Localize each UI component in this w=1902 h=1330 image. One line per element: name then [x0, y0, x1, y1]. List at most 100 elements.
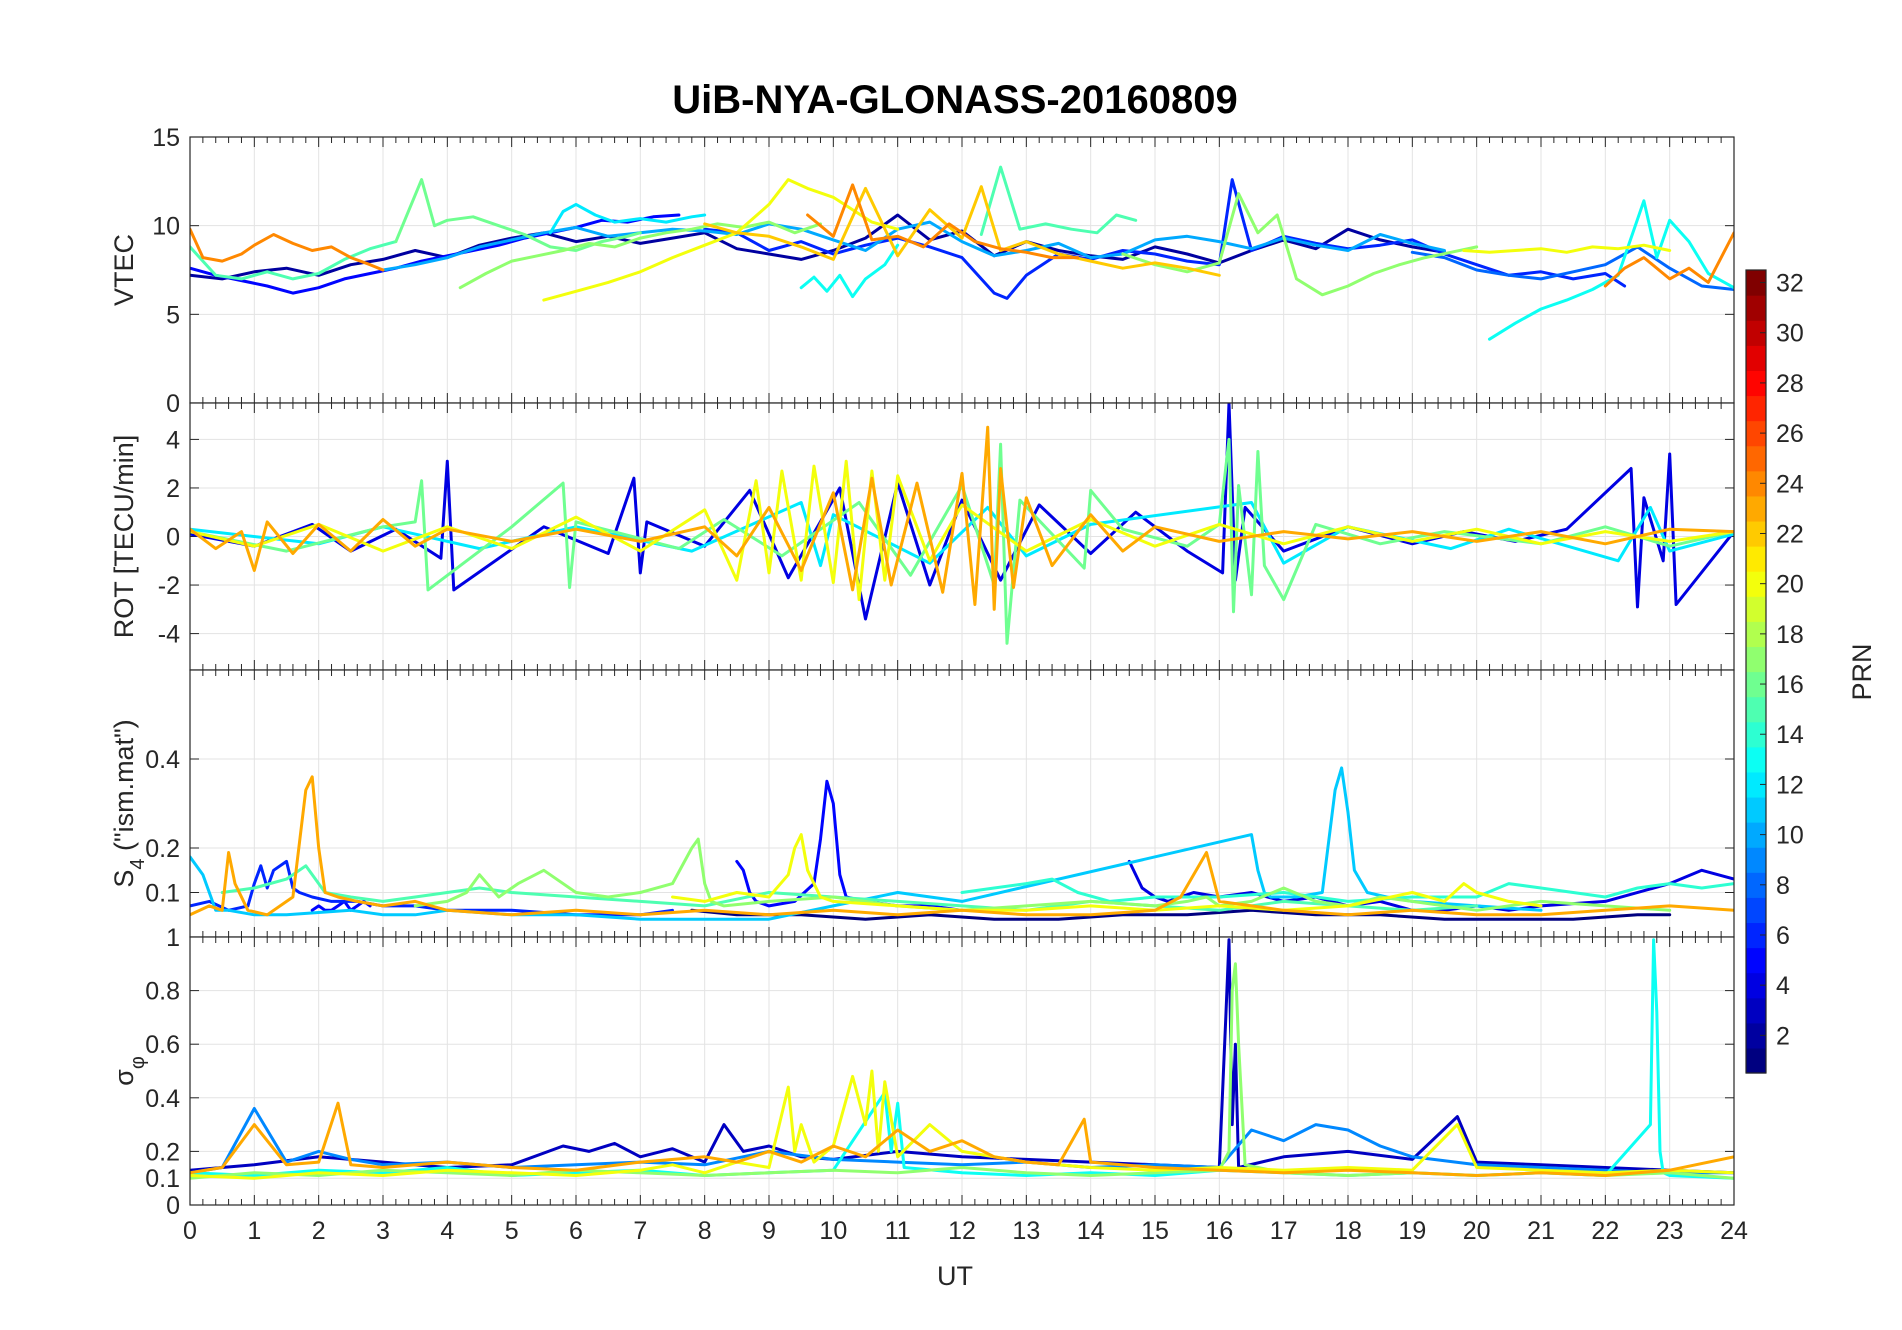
x-tick-label: 1 [247, 1217, 261, 1245]
series-line-prn-13 [799, 243, 900, 299]
series-line-prn-4 [190, 403, 1734, 621]
y-tick-label: 0.4 [145, 746, 180, 774]
series-line-prn-3 [190, 938, 1734, 1175]
y-axis-label: ROT [TECU/min] [109, 435, 139, 639]
colorbar-swatch [1746, 997, 1766, 1024]
series-line-prn-13 [1488, 199, 1734, 341]
series-group [190, 403, 1734, 645]
series-line-prn-22 [703, 185, 1221, 277]
colorbar-tick-label: 26 [1776, 420, 1804, 448]
y-tick-label: 0.6 [145, 1031, 180, 1059]
colorbar-tick-label: 28 [1776, 370, 1804, 398]
x-tick-label: 14 [1077, 1217, 1105, 1245]
series-line-prn-16 [394, 178, 642, 252]
colorbar-swatch [1746, 495, 1766, 522]
series-group [190, 938, 1734, 1180]
x-tick-label: 4 [440, 1217, 454, 1245]
y-tick-label: 0.8 [145, 978, 180, 1006]
y-tick-label: 0.2 [145, 835, 180, 863]
x-tick-label: 19 [1398, 1217, 1426, 1245]
y-tick-label: 0 [166, 1192, 180, 1220]
x-tick-label: 15 [1141, 1217, 1169, 1245]
series-line-prn-23 [190, 425, 1734, 611]
colorbar-swatch [1746, 922, 1766, 949]
colorbar-swatch [1746, 746, 1766, 773]
colorbar-swatch [1746, 420, 1766, 447]
y-tick-label: 0.4 [145, 1085, 180, 1113]
colorbar-swatch [1746, 295, 1766, 321]
y-tick-label: 15 [152, 124, 180, 152]
y-tick-label: 5 [166, 301, 180, 329]
colorbar-swatch [1746, 947, 1766, 974]
colorbar-swatch [1746, 1022, 1766, 1049]
x-tick-label: 0 [183, 1217, 197, 1245]
y-tick-label: -4 [158, 621, 180, 649]
x-tick-label: 16 [1205, 1217, 1233, 1245]
colorbar-tick-label: 20 [1776, 571, 1804, 599]
x-tick-label: 7 [633, 1217, 647, 1245]
colorbar-tick-label: 8 [1776, 872, 1790, 900]
x-tick-label: 24 [1720, 1217, 1748, 1245]
series-line-prn-5 [310, 899, 372, 912]
y-tick-label: -2 [158, 572, 180, 600]
x-tick-label: 13 [1012, 1217, 1040, 1245]
series-line-prn-16 [190, 437, 1734, 645]
y-tick-label: 0.1 [145, 1165, 180, 1193]
colorbar-tick-label: 24 [1776, 470, 1804, 498]
x-tick-label: 23 [1656, 1217, 1684, 1245]
colorbar-swatch [1746, 520, 1766, 547]
x-tick-label: 11 [885, 1217, 911, 1245]
y-axis-label: S4 ("ism.mat") [109, 719, 149, 887]
colorbar-tick-label: 14 [1776, 721, 1804, 749]
series-line-prn-1 [690, 908, 1672, 921]
colorbar-tick-label: 12 [1776, 771, 1804, 799]
series-line-prn-10 [381, 220, 1446, 272]
colorbar-swatch [1746, 445, 1766, 472]
colorbar-tick-label: 6 [1776, 922, 1790, 950]
x-tick-label: 3 [376, 1217, 390, 1245]
y-tick-label: 4 [166, 426, 180, 454]
panel-rot: -4 -2 0 2 4 ROT [TECU/min] [109, 402, 1735, 671]
y-axis-label: σφ [109, 1056, 149, 1086]
series-line-prn-12 [548, 202, 707, 235]
colorbar-tick-label: 32 [1776, 270, 1804, 298]
colorbar-swatch [1746, 872, 1766, 898]
x-tick-label: 6 [569, 1217, 583, 1245]
colorbar-swatch [1746, 646, 1766, 673]
colorbar-frame [1745, 269, 1767, 1074]
colorbar-label: PRN [1847, 643, 1877, 700]
y-axis-label-main: σ [109, 1069, 139, 1086]
series-line-prn-24 [190, 227, 385, 272]
colorbar-swatch [1746, 546, 1766, 572]
y-tick-label: 0.2 [145, 1138, 180, 1166]
series-line-prn-6 [190, 859, 674, 917]
colorbar-tick-label: 4 [1776, 972, 1790, 1000]
y-tick-label: 0 [166, 524, 180, 552]
series-line-prn-2 [190, 213, 1446, 281]
colorbar-tick-label: 2 [1776, 1022, 1790, 1050]
colorbar-swatch [1746, 320, 1766, 346]
series-line-prn-15 [190, 240, 398, 281]
y-tick-label: 0 [166, 390, 180, 418]
series-line-prn-24 [1603, 231, 1734, 288]
x-tick-label: 9 [762, 1217, 776, 1245]
series-line-prn-17 [458, 220, 822, 290]
colorbar-swatch [1746, 345, 1766, 371]
colorbar-swatch [1746, 395, 1766, 422]
series-line-prn-20 [190, 459, 1734, 602]
x-tick-label: 18 [1334, 1217, 1362, 1245]
x-tick-label: 22 [1591, 1217, 1619, 1245]
panel-s4: 0.10.20.4S4 ("ism.mat") [109, 669, 1735, 938]
series-line-prn-20 [190, 1069, 1734, 1180]
colorbar-swatch [1746, 796, 1766, 823]
x-tick-label: 12 [948, 1217, 976, 1245]
colorbar-swatch [1746, 847, 1766, 873]
x-tick-label: 21 [1527, 1217, 1555, 1245]
x-tick-label: 17 [1270, 1217, 1298, 1245]
y-tick-label: 10 [152, 213, 180, 241]
colorbar-swatch [1746, 822, 1766, 848]
colorbar-tick-label: 18 [1776, 621, 1804, 649]
axes-frame [189, 936, 1735, 1206]
